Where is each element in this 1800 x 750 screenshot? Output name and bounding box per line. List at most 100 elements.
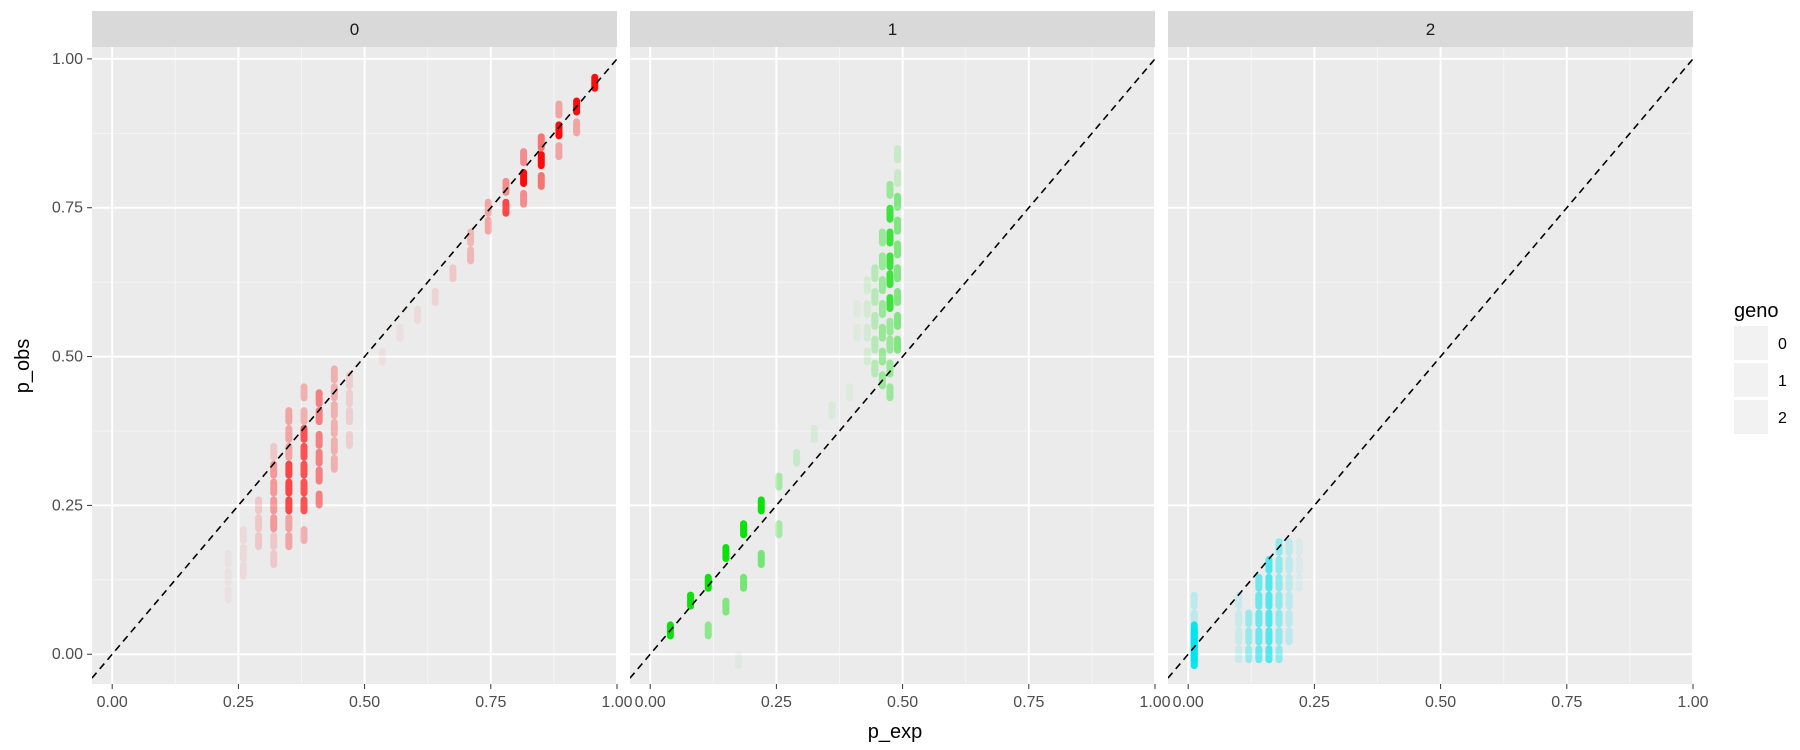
data-point: [871, 311, 879, 330]
data-point: [878, 299, 886, 318]
reference-line: [630, 58, 1155, 679]
data-point: [1265, 645, 1273, 664]
facet-strip: [92, 11, 617, 47]
data-point: [863, 323, 871, 342]
data-point: [853, 299, 861, 318]
data-point: [1275, 555, 1283, 574]
x-axis-title: p_exp: [868, 721, 923, 743]
x-tick-label: 0.25: [1299, 694, 1330, 711]
data-point: [449, 264, 457, 283]
x-tick-label: 0.00: [1173, 694, 1204, 711]
data-point: [1190, 591, 1198, 610]
reference-line: [1168, 58, 1693, 679]
data-point: [886, 180, 894, 199]
data-point: [1285, 573, 1293, 592]
data-point: [775, 472, 783, 491]
data-point: [285, 514, 293, 533]
data-point: [285, 407, 293, 426]
points: [1190, 538, 1303, 670]
data-point: [414, 305, 422, 324]
data-point: [467, 246, 475, 265]
data-point: [1190, 621, 1198, 640]
data-point: [863, 299, 871, 318]
data-point: [1285, 555, 1293, 574]
data-point: [239, 526, 247, 545]
data-point: [1235, 627, 1243, 646]
x-tick-label: 0.25: [223, 694, 254, 711]
data-point: [345, 407, 353, 426]
data-point: [255, 496, 263, 515]
data-point: [315, 448, 323, 467]
data-point: [863, 347, 871, 366]
data-point: [886, 293, 894, 312]
data-point: [1295, 555, 1303, 574]
data-point: [315, 389, 323, 408]
facet-panel-0: 0 0.00 0.25 0.50 0.75 1.00 0.00 0.25 0.50 0.75 1.0…: [52, 11, 633, 711]
data-point: [1245, 609, 1253, 628]
data-point: [894, 311, 902, 330]
data-point: [1295, 538, 1303, 557]
data-point: [330, 454, 338, 473]
data-point: [345, 371, 353, 390]
data-point: [555, 100, 563, 119]
data-point: [520, 189, 528, 208]
data-point: [740, 520, 748, 539]
legend-key: [1734, 326, 1768, 360]
data-point: [300, 407, 308, 426]
data-point: [378, 347, 386, 366]
panel-background: [92, 47, 617, 684]
x-tick-label: 0.75: [1013, 694, 1044, 711]
data-point: [270, 442, 278, 461]
data-point: [886, 317, 894, 336]
data-point: [871, 359, 879, 378]
data-point: [1285, 538, 1293, 557]
data-point: [300, 460, 308, 479]
legend-label: 2: [1778, 410, 1787, 427]
facet-panel-1: 1 0.00 0.25 0.50 0.75 1.00: [630, 11, 1171, 711]
data-point: [239, 561, 247, 580]
data-point: [894, 168, 902, 187]
data-point: [735, 651, 743, 670]
data-point: [285, 460, 293, 479]
data-point: [270, 532, 278, 551]
data-point: [270, 496, 278, 515]
data-point: [345, 389, 353, 408]
data-point: [878, 228, 886, 247]
data-point: [315, 430, 323, 449]
data-point: [1255, 573, 1263, 592]
data-point: [894, 264, 902, 283]
data-point: [886, 335, 894, 354]
legend-key: [1734, 400, 1768, 434]
data-point: [894, 145, 902, 164]
data-point: [793, 448, 801, 467]
data-point: [285, 478, 293, 497]
x-tick-label: 0.00: [635, 694, 666, 711]
data-point: [878, 323, 886, 342]
data-point: [894, 335, 902, 354]
data-point: [1285, 627, 1293, 646]
data-point: [520, 148, 528, 167]
data-point: [886, 228, 894, 247]
y-tick-label: 0.25: [52, 497, 83, 514]
data-point: [285, 496, 293, 515]
data-point: [894, 192, 902, 211]
x-tick-label: 0.25: [761, 694, 792, 711]
data-point: [555, 142, 563, 161]
data-point: [1235, 591, 1243, 610]
x-tick-label: 0.50: [887, 694, 918, 711]
data-point: [871, 335, 879, 354]
data-point: [1255, 609, 1263, 628]
data-point: [894, 216, 902, 235]
data-point: [239, 544, 247, 563]
data-point: [1255, 627, 1263, 646]
data-point: [315, 490, 323, 509]
data-point: [894, 288, 902, 307]
data-point: [1265, 591, 1273, 610]
facet-strip: [1168, 11, 1693, 47]
reference-line: [92, 58, 617, 679]
data-point: [1265, 627, 1273, 646]
data-point: [537, 151, 545, 170]
data-point: [502, 198, 510, 217]
data-point: [886, 270, 894, 289]
